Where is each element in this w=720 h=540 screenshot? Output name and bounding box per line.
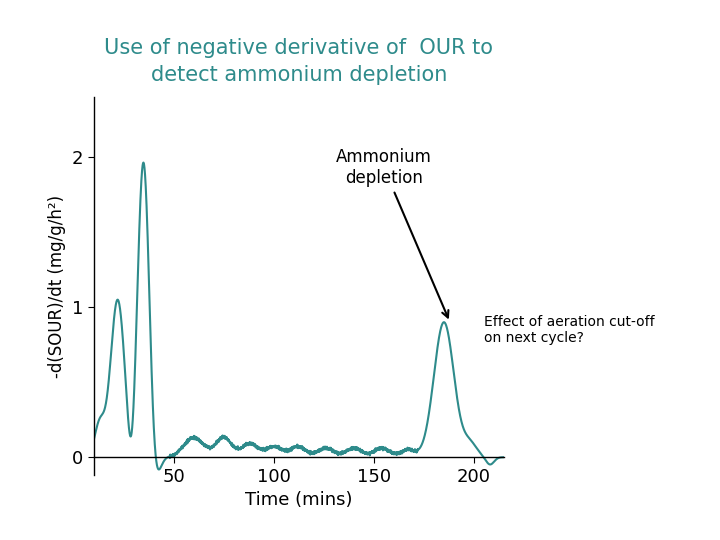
Y-axis label: -d(SOUR)/dt (mg/g/h²): -d(SOUR)/dt (mg/g/h²) [48,194,66,378]
Title: Use of negative derivative of  OUR to
detect ammonium depletion: Use of negative derivative of OUR to det… [104,38,493,85]
Text: Ammonium
depletion: Ammonium depletion [336,148,449,318]
Text: Effect of aeration cut-off
on next cycle?: Effect of aeration cut-off on next cycle… [484,315,654,345]
X-axis label: Time (mins): Time (mins) [245,491,353,509]
